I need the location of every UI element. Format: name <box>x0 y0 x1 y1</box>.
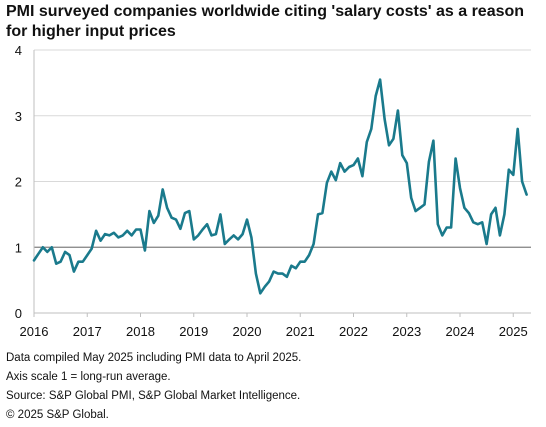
footnote-axis-scale: Axis scale 1 = long-run average. <box>6 371 171 383</box>
x-tick-label-2019: 2019 <box>179 324 208 339</box>
x-axis-ticks: 2016 2017 2018 2019 2020 2021 2022 2023 2024 2025 <box>20 313 528 339</box>
series-layer <box>32 78 528 295</box>
x-tick-label-2025: 2025 <box>499 324 528 339</box>
series-line-0 <box>32 78 528 295</box>
footnote-copyright: © 2025 S&P Global. <box>6 409 109 421</box>
x-tick-label-2021: 2021 <box>286 324 315 339</box>
y-tick-label-1: 1 <box>15 240 22 255</box>
x-tick-label-2023: 2023 <box>392 324 421 339</box>
footnotes: Data compiled May 2025 including PMI dat… <box>6 349 540 425</box>
x-tick-label-2018: 2018 <box>126 324 155 339</box>
x-tick-label-2020: 2020 <box>233 324 262 339</box>
x-tick-label-2022: 2022 <box>339 324 368 339</box>
gridlines <box>33 49 531 314</box>
chart-title: PMI surveyed companies worldwide citing … <box>6 3 525 40</box>
x-tick-label-2016: 2016 <box>20 324 49 339</box>
y-tick-label-3: 3 <box>15 109 22 124</box>
x-tick-label-2024: 2024 <box>446 324 475 339</box>
y-axis-ticks: 0 1 2 3 4 <box>15 43 22 321</box>
footnote-data-compiled: Data compiled May 2025 including PMI dat… <box>6 352 302 364</box>
y-tick-label-0: 0 <box>15 306 22 321</box>
y-tick-label-4: 4 <box>15 43 22 58</box>
y-tick-label-2: 2 <box>15 175 22 190</box>
x-tick-label-2017: 2017 <box>73 324 102 339</box>
footnote-source: Source: S&P Global PMI, S&P Global Marke… <box>6 390 301 402</box>
